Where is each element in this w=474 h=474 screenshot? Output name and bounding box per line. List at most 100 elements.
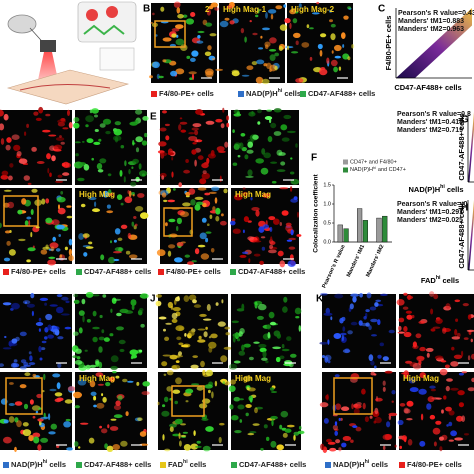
cell-signal — [341, 32, 346, 39]
cell-signal — [253, 341, 260, 344]
cell-signal — [116, 312, 122, 317]
stat-text: Manders' tM2=0.025 — [397, 217, 463, 224]
cell-signal — [340, 332, 347, 336]
cell-signal — [21, 198, 27, 205]
cell-signal — [182, 202, 191, 207]
cell-signal — [32, 415, 36, 419]
cell-signal — [191, 50, 199, 57]
cell-signal — [269, 387, 275, 391]
cell-signal — [38, 106, 44, 114]
axis-title-base: NAD(P)H — [408, 185, 440, 194]
cell-signal — [54, 392, 63, 397]
micrograph — [157, 107, 230, 188]
cell-signal — [59, 254, 63, 258]
cell-signal — [368, 354, 374, 362]
cell-signal — [259, 347, 267, 353]
cell-signal — [57, 207, 66, 215]
cell-signal — [97, 169, 104, 173]
cell-signal — [261, 357, 268, 361]
cell-signal — [56, 306, 64, 314]
cell-signal — [65, 418, 71, 422]
cell-signal — [418, 320, 426, 324]
stat-text: Manders' tM2=0.719 — [397, 127, 463, 134]
cell-signal — [3, 113, 9, 121]
cell-signal — [176, 242, 184, 247]
cell-signal — [450, 387, 459, 391]
cell-signal — [352, 296, 357, 303]
cell-signal — [260, 447, 264, 451]
cell-signal — [24, 220, 29, 227]
cell-signal — [248, 356, 254, 361]
cell-signal — [366, 292, 372, 299]
cell-signal — [82, 315, 85, 323]
cell-signal — [441, 409, 444, 414]
cell-signal — [334, 374, 340, 378]
cell-signal — [223, 346, 232, 350]
cell-signal — [205, 369, 213, 377]
zoom-box — [333, 377, 373, 415]
cell-signal — [330, 59, 338, 67]
cell-signal — [125, 411, 129, 416]
cell-signal — [13, 144, 21, 152]
cell-signal — [396, 299, 405, 306]
cell-signal — [426, 352, 430, 358]
cell-signal — [353, 404, 362, 409]
cell-signal — [114, 228, 121, 235]
cell-signal — [119, 348, 125, 353]
cell-signal — [247, 387, 256, 392]
cell-signal — [461, 350, 464, 357]
cell-signal — [38, 407, 42, 410]
cell-signal — [283, 4, 287, 8]
cell-signal — [267, 9, 277, 14]
cell-signal — [204, 51, 212, 57]
cell-signal — [22, 429, 32, 437]
cell-signal — [290, 171, 295, 175]
cell-signal — [32, 432, 41, 438]
cell-signal — [107, 424, 110, 429]
cell-signal — [386, 421, 391, 428]
cell-signal — [113, 251, 122, 254]
cell-signal — [439, 368, 448, 376]
cell-signal — [2, 347, 12, 350]
cell-signal — [412, 362, 422, 370]
cell-signal — [284, 428, 292, 433]
legend-swatch — [151, 91, 157, 97]
cell-signal — [178, 124, 182, 131]
cell-signal — [195, 445, 202, 448]
cell-signal — [60, 141, 65, 145]
cell-signal — [229, 404, 234, 410]
cell-signal — [172, 364, 181, 370]
cell-signal — [19, 384, 27, 389]
cell-signal — [99, 314, 103, 319]
cell-signal — [291, 51, 299, 54]
cell-signal — [49, 388, 57, 392]
x-tick-label: Manders' tM2 — [365, 244, 385, 278]
cell-signal — [197, 328, 206, 331]
cell-signal — [75, 348, 82, 354]
axis-title-sup: hi — [440, 184, 445, 190]
cell-signal — [32, 245, 35, 249]
cell-signal — [85, 246, 94, 249]
cell-signal — [135, 147, 140, 153]
cell-signal — [248, 258, 251, 263]
cell-signal — [279, 260, 286, 268]
cell-signal — [362, 402, 366, 410]
cell-signal — [290, 353, 297, 358]
cell-signal — [411, 314, 415, 319]
cell-signal — [340, 417, 343, 421]
cell-signal — [158, 75, 164, 79]
cell-signal — [209, 33, 217, 37]
cell-signal — [192, 299, 197, 304]
cell-signal — [347, 330, 353, 335]
cell-signal — [265, 360, 269, 364]
cell-signal — [197, 30, 205, 34]
legend-swatch — [343, 167, 348, 173]
cell-signal — [382, 380, 386, 386]
cell-signal — [224, 17, 230, 21]
cell-signal — [373, 373, 377, 376]
cell-signal — [230, 379, 236, 385]
cell-signal — [287, 260, 296, 267]
cell-icon — [83, 24, 125, 36]
cell-signal — [451, 346, 455, 351]
cell-signal — [93, 395, 97, 401]
